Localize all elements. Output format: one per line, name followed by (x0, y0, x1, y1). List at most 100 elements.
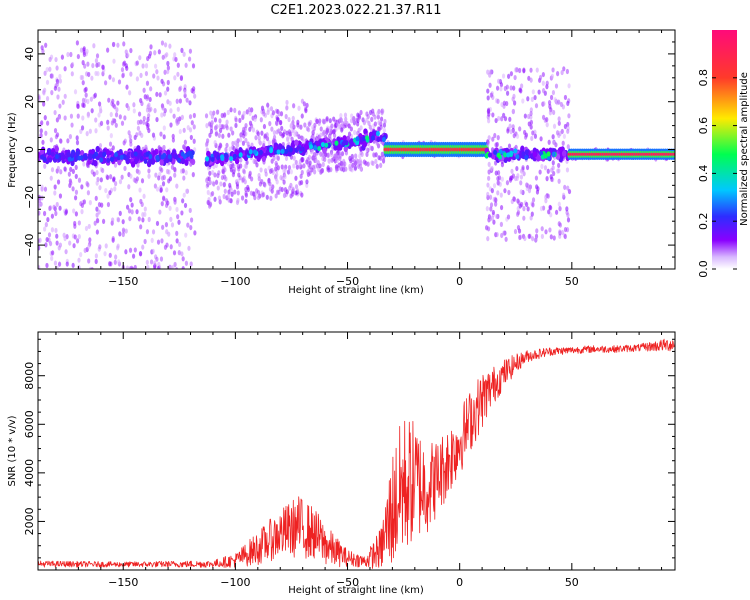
spectrogram-blob (229, 156, 234, 162)
spectrogram-scatter-dot (208, 170, 212, 176)
spectrogram-scatter-dot (116, 42, 120, 48)
spectrogram-scatter-dot (181, 168, 185, 174)
spectrogram-scatter-dot (552, 235, 556, 241)
spectrogram-scatter-dot (137, 169, 141, 175)
spectrogram-scatter-dot (116, 100, 120, 106)
spectrogram-core-cell (672, 152, 675, 156)
spectrogram-scatter-dot (535, 228, 539, 234)
spectrogram-scatter-dot (172, 113, 176, 119)
spectrogram-band-cell (238, 146, 243, 154)
spectrogram-scatter-dot (521, 98, 525, 104)
spectrogram-blob (102, 151, 107, 158)
spectrogram-scatter-dot (486, 191, 490, 197)
spectrogram-scatter-dot (204, 113, 209, 119)
spectrogram-scatter-dot (64, 249, 68, 255)
spectrogram-scatter-dot (89, 96, 93, 102)
spectrogram-scatter-dot (180, 210, 184, 216)
spectrogram-scatter-dot (523, 129, 527, 136)
colorbar-tick-label: 0.6 (697, 117, 710, 135)
spectrogram-scatter-dot (53, 85, 58, 91)
spectrogram-scatter-dot (547, 139, 551, 145)
spectrogram-scatter-dot (118, 210, 122, 216)
spectrogram-scatter-dot (497, 115, 501, 122)
spectrogram-scatter-dot (567, 113, 571, 119)
spectrogram-band-cell (322, 147, 327, 154)
spectrogram-scatter-dot (561, 192, 566, 198)
spectrogram-scatter-dot (58, 193, 63, 199)
spectrogram-ytick-label: −40 (23, 233, 36, 256)
spectrogram-scatter-dot (496, 135, 500, 141)
spectrogram-scatter-dot (488, 82, 492, 88)
spectrogram-scatter-dot (141, 63, 145, 69)
spectrogram-scatter-dot (158, 92, 162, 98)
spectrogram-scatter-dot (94, 58, 99, 64)
spectrogram-scatter-dot (191, 63, 196, 69)
spectrogram-scatter-dot (143, 238, 147, 245)
spectrogram-scatter-dot (73, 234, 77, 240)
spectrogram-scatter-dot (107, 97, 111, 103)
spectrogram-scatter-dot (505, 100, 509, 107)
spectrogram-scatter-dot (377, 155, 381, 161)
spectrogram-scatter-dot (75, 40, 79, 46)
spectrogram-scatter-dot (271, 110, 276, 116)
spectrogram-scatter-dot (315, 118, 319, 125)
spectrogram-scatter-dot (180, 47, 184, 53)
spectrogram-scatter-dot (314, 158, 319, 164)
spectrogram-scatter-dot (301, 136, 305, 142)
spectrogram-scatter-dot (332, 116, 336, 122)
spectrogram-scatter-dot (128, 134, 132, 140)
spectrogram-scatter-dot (180, 114, 184, 120)
spectrogram-scatter-dot (120, 120, 125, 126)
spectrogram-scatter-dot (304, 106, 308, 112)
spectrogram-scatter-dot (94, 195, 98, 201)
spectrogram-scatter-dot (254, 135, 258, 141)
spectrogram-scatter-dot (153, 50, 157, 56)
spectrogram-band-cell (180, 157, 186, 165)
spectrogram-scatter-dot (229, 107, 233, 113)
spectrogram-scatter-dot (327, 167, 331, 173)
spectrogram-scatter-dot (205, 140, 209, 147)
spectrogram-scatter-dot (487, 169, 491, 175)
spectrogram-scatter-dot (47, 232, 52, 238)
spectrogram-scatter-dot (127, 208, 132, 214)
spectrogram-scatter-dot (178, 86, 182, 92)
spectrogram-scatter-dot (121, 231, 125, 238)
spectrogram-scatter-dot (224, 146, 228, 153)
spectrogram-scatter-dot (237, 163, 241, 170)
spectrogram-scatter-dot (205, 123, 209, 129)
spectrogram-scatter-dot (515, 133, 520, 139)
spectrogram-scatter-dot (220, 112, 224, 119)
spectrogram-scatter-dot (265, 136, 270, 142)
spectrogram-scatter-dot (344, 119, 348, 126)
spectrogram-scatter-dot (507, 143, 512, 149)
spectrogram-scatter-dot (545, 176, 549, 182)
spectrogram-scatter-dot (106, 125, 110, 131)
spectrogram-scatter-dot (280, 164, 284, 170)
spectrogram-scatter-dot (166, 68, 170, 75)
spectrogram-scatter-dot (45, 67, 49, 73)
spectrogram-scatter-dot (529, 77, 533, 83)
spectrogram-scatter-dot (98, 244, 102, 250)
spectrogram-scatter-dot (113, 186, 117, 192)
spectrogram-scatter-dot (356, 121, 360, 127)
spectrogram-scatter-dot (54, 227, 58, 234)
spectrogram-scatter-dot (133, 134, 137, 141)
spectrogram-scatter-dot (545, 80, 549, 86)
spectrogram-scatter-dot (349, 166, 353, 172)
spectrogram-scatter-dot (526, 183, 530, 189)
spectrogram-scatter-dot (162, 196, 166, 202)
spectrogram-scatter-dot (329, 125, 333, 131)
spectrogram-scatter-dot (499, 86, 503, 92)
spectrogram-scatter-dot (246, 184, 250, 191)
spectrogram-scatter-dot (153, 63, 158, 69)
spectrogram-scatter-dot (286, 169, 291, 175)
spectrogram-scatter-dot (58, 73, 62, 80)
spectrogram-scatter-dot (56, 179, 61, 185)
spectrogram-scatter-dot (178, 241, 182, 247)
spectrogram-scatter-dot (71, 186, 75, 192)
spectrogram-scatter-dot (55, 132, 60, 138)
spectrogram-scatter-dot (216, 109, 220, 115)
spectrogram-scatter-dot (52, 204, 56, 210)
spectrogram-scatter-dot (227, 132, 231, 138)
spectrogram-scatter-dot (214, 179, 219, 185)
